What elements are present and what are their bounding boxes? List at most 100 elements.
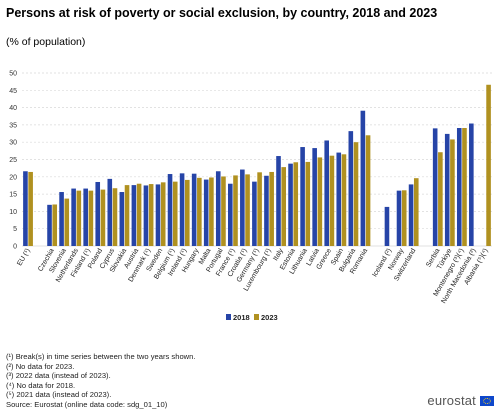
bar-2023	[329, 155, 335, 246]
y-tick-label: 40	[9, 105, 17, 112]
footnote: (³) 2022 data (instead of 2023).	[6, 371, 111, 381]
x-tick-label: EU (¹)	[16, 248, 31, 268]
bar-2023	[197, 177, 202, 246]
bar-2023	[305, 161, 311, 246]
bar-2018	[83, 188, 88, 246]
bar-2018	[71, 188, 76, 246]
bar-2018	[107, 178, 113, 246]
bar-2023	[209, 177, 214, 246]
bar-2023	[76, 190, 82, 246]
bar-2018	[264, 175, 269, 246]
y-tick-labels: 0 5 10 15 20 25 30 35 40 45 50	[9, 71, 17, 251]
bar-2018	[252, 181, 257, 246]
bar-2023	[341, 154, 347, 246]
y-tick-label: 0	[13, 244, 17, 251]
legend-swatch	[226, 314, 231, 320]
bar-2018	[23, 171, 28, 246]
bar-2023	[88, 190, 94, 246]
y-tick-label: 20	[9, 174, 17, 181]
bar-2023	[124, 185, 130, 246]
eurostat-logo: eurostat	[427, 393, 494, 408]
bar-2023	[401, 190, 407, 246]
y-tick-label: 10	[9, 209, 17, 216]
bar-2023	[64, 198, 70, 246]
bar-2018	[336, 152, 342, 246]
bar-2018	[444, 133, 450, 246]
bar-2018	[167, 174, 173, 246]
bar-2018	[95, 181, 101, 246]
y-tick-label: 50	[9, 71, 17, 78]
bar-2018	[396, 190, 402, 246]
bar-2023	[160, 182, 166, 246]
bar-2023	[28, 171, 33, 246]
bar-2023	[100, 189, 106, 246]
bar-2018	[179, 173, 185, 246]
footnote: (²) No data for 2023.	[6, 361, 75, 371]
legend-label: 2023	[261, 313, 278, 322]
bar-2023	[450, 139, 455, 246]
bar-2023	[172, 181, 178, 246]
bar-2023	[245, 174, 250, 246]
bar-2023	[365, 135, 371, 246]
y-tick-label: 35	[9, 122, 17, 129]
bar-2023	[52, 204, 58, 246]
bar-2023	[281, 167, 287, 246]
y-tick-label: 45	[9, 88, 17, 95]
bar-2018	[155, 184, 161, 246]
footnote: (⁵) 2021 data (instead of 2023).	[6, 390, 112, 400]
y-tick-label: 15	[9, 192, 17, 199]
bar-2018	[432, 128, 438, 246]
legend-label: 2018	[233, 313, 250, 322]
bar-2023	[233, 175, 238, 246]
bar-2018	[324, 140, 330, 246]
bar-2023	[112, 188, 118, 246]
bar-2018	[408, 184, 414, 246]
bar-2018	[191, 173, 197, 246]
bar-2018	[143, 185, 149, 246]
bar-2018	[469, 123, 474, 246]
footnote: (¹) Break(s) in time series between the …	[6, 352, 196, 361]
bar-2023	[136, 183, 142, 246]
bar-2018	[240, 169, 245, 246]
bar-2023	[486, 84, 491, 246]
bar-2018	[227, 183, 233, 246]
bar-2018	[47, 204, 52, 246]
bar-2018	[384, 206, 390, 246]
x-tick-labels: EU (¹) CzechiaSloveniaNetherlandsFinland …	[16, 247, 489, 305]
bar-2023	[148, 184, 154, 246]
y-tick-label: 30	[9, 140, 17, 147]
legend: 2018 2023	[226, 313, 278, 322]
chart-subtitle: (% of population)	[6, 36, 86, 48]
bar-2018	[300, 147, 305, 246]
bar-2023	[438, 152, 443, 246]
logo-text: eurostat	[427, 393, 476, 408]
bar-2023	[353, 142, 359, 246]
bar-2018	[360, 110, 366, 247]
eu-flag-icon	[480, 395, 494, 406]
footnote: (⁴) No data for 2018.	[6, 380, 76, 390]
footnotes: (¹) Break(s) in time series between the …	[6, 352, 196, 410]
bar-2023	[221, 176, 226, 246]
bars	[23, 84, 491, 247]
bar-2018	[288, 163, 293, 246]
bar-2018	[456, 128, 462, 246]
bar-2018	[312, 148, 317, 246]
bar-2018	[348, 131, 354, 246]
source-note: Source: Eurostat (online data code: sdg_…	[6, 399, 168, 409]
y-tick-label: 25	[9, 157, 17, 164]
gridlines	[22, 72, 492, 247]
bar-2023	[184, 179, 190, 246]
legend-swatch	[254, 314, 259, 320]
chart-title: Persons at risk of poverty or social exc…	[6, 6, 438, 20]
bar-2018	[131, 185, 137, 246]
bar-2023	[293, 162, 299, 246]
bar-2018	[203, 179, 209, 246]
bar-2023	[317, 157, 323, 246]
bar-2023	[413, 178, 419, 246]
y-tick-label: 5	[13, 226, 17, 233]
bar-2023	[257, 172, 262, 246]
bar-2023	[269, 171, 274, 246]
bar-2018	[276, 156, 281, 246]
bar-2023	[462, 128, 467, 246]
